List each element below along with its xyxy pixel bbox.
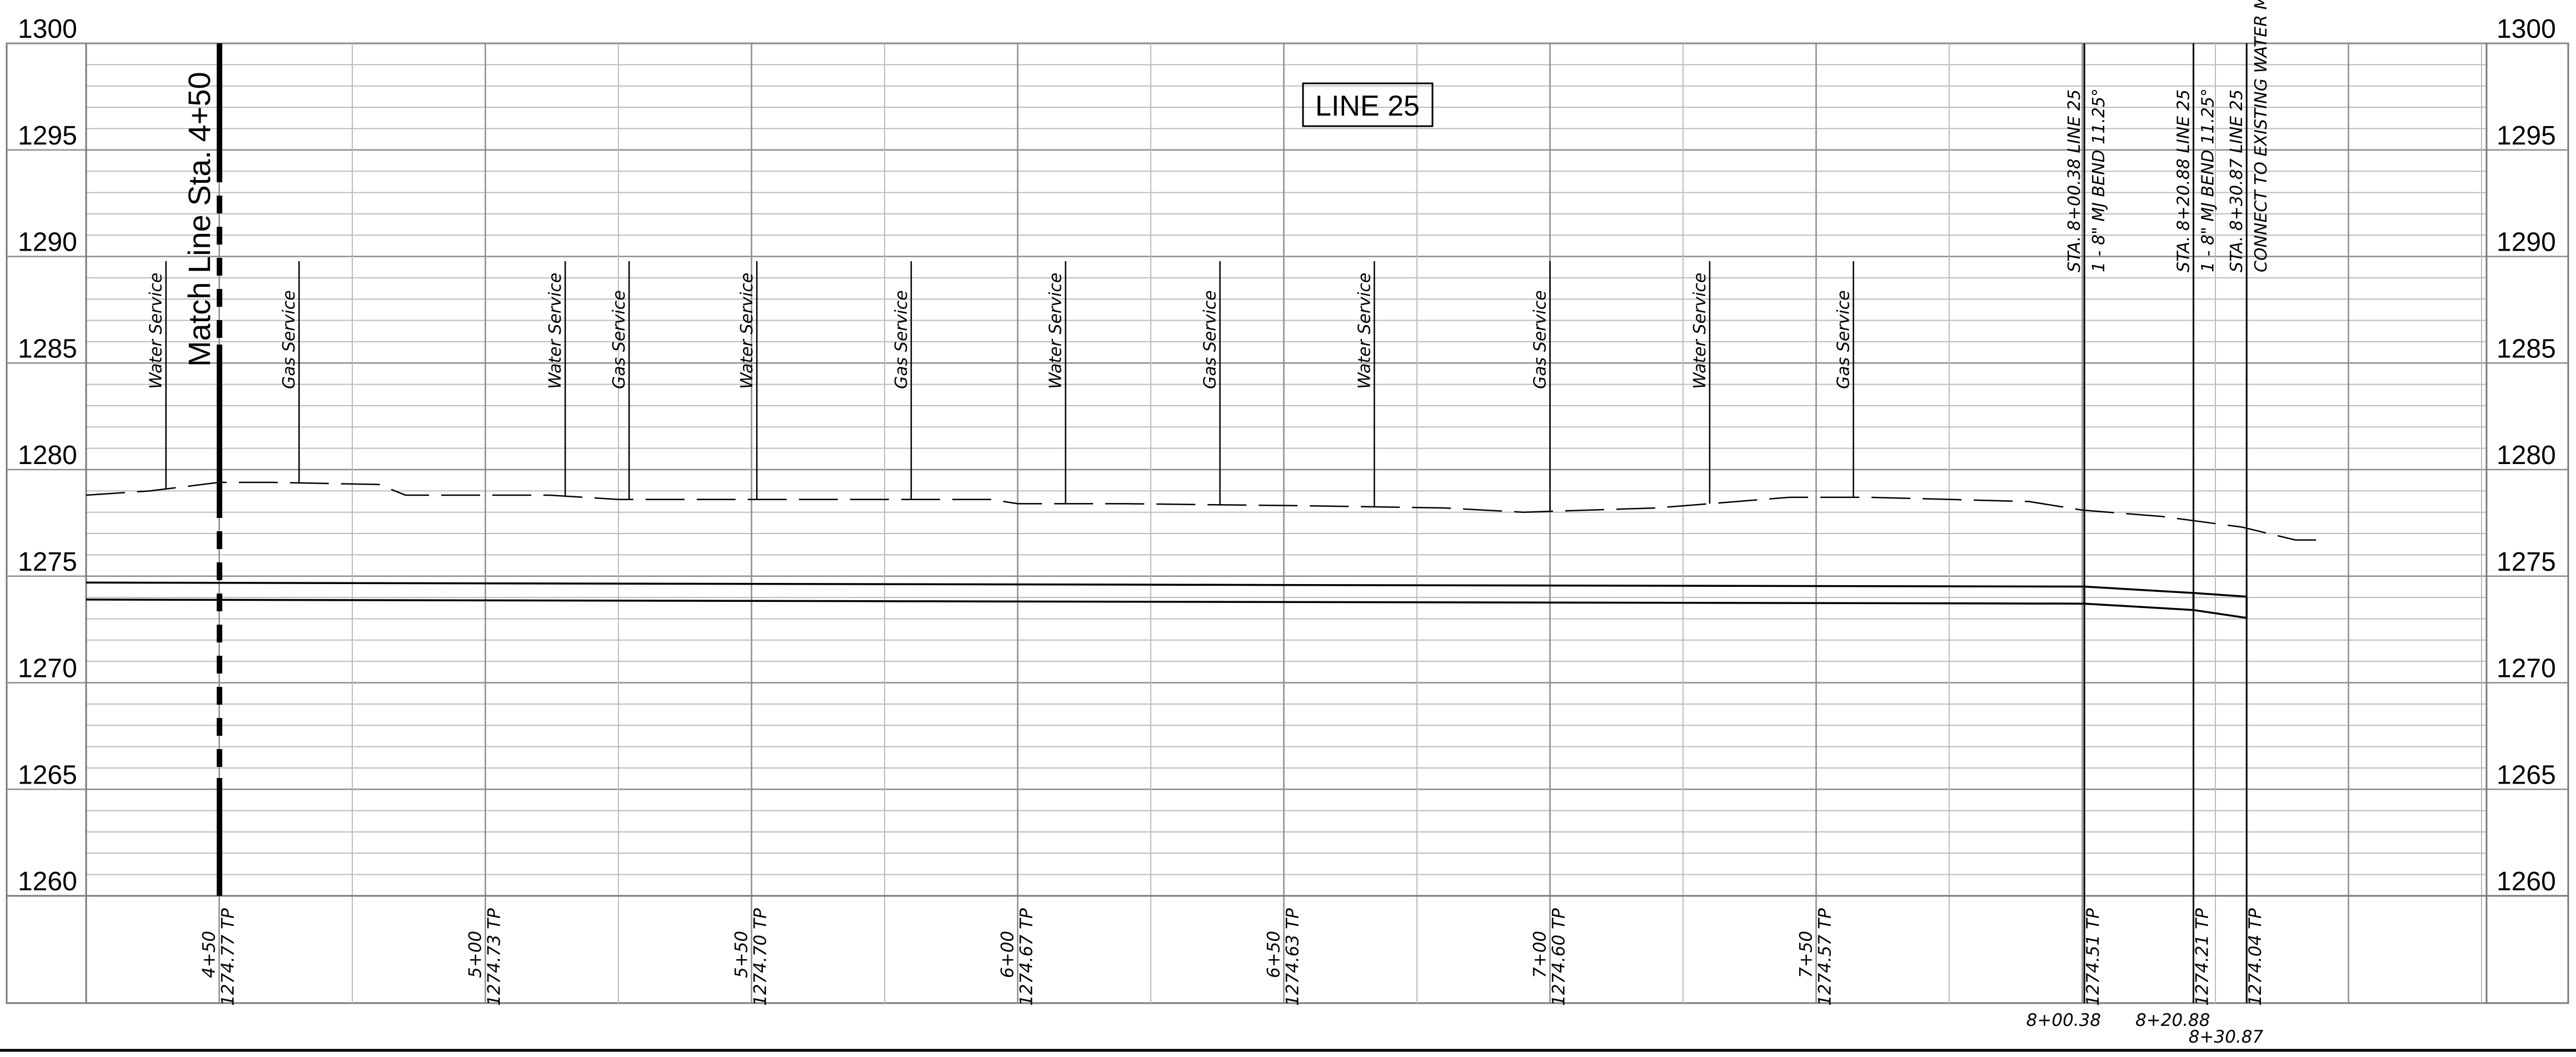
- elevation-label-left: 1270: [18, 654, 77, 684]
- station-label: 4+50: [199, 931, 219, 978]
- pipe-top-line: [86, 581, 2247, 598]
- elevation-label-right: 1300: [2497, 14, 2556, 44]
- elevation-axis-left: 1300 1295 1290 1285 1280 1275 1270 1265 1260: [18, 14, 77, 896]
- service-label: Gas Service: [279, 290, 299, 389]
- service-callouts: Water Service Gas Service Water Service Gas…: [147, 261, 1854, 512]
- station-label: 7+50: [1796, 931, 1816, 978]
- tp-elevation-label: 1274.51 TP: [2083, 908, 2103, 1006]
- elevation-label-right: 1290: [2497, 228, 2556, 257]
- elevation-label-right: 1280: [2497, 441, 2556, 470]
- service-label: Water Service: [1355, 273, 1374, 389]
- fitting-label-line1: STA. 8+00.38 LINE 25: [2065, 89, 2084, 272]
- service-label: Gas Service: [1531, 290, 1550, 389]
- service-label: Water Service: [147, 273, 166, 389]
- existing-ground-line: [86, 481, 2322, 541]
- service-label: Water Service: [737, 273, 757, 389]
- tp-elevation-label: 1274.73 TP: [485, 908, 505, 1006]
- tp-elevation-label: 1274.57 TP: [1815, 908, 1835, 1006]
- service-label: Gas Service: [1834, 290, 1854, 389]
- tp-elevation-label: 1274.04 TP: [2245, 908, 2265, 1006]
- tp-elevation-label: 1274.70 TP: [751, 908, 771, 1006]
- fitting-callouts: STA. 8+00.38 LINE 25 1 - 8" MJ BEND 11.25…: [2065, 0, 2271, 1003]
- station-label: 7+00: [1530, 931, 1550, 978]
- fitting-label-line2: CONNECT TO EXISTING WATER MAIN: [2251, 0, 2271, 272]
- fitting-station-label: 8+00.38: [2026, 1010, 2101, 1030]
- station-label: 5+00: [466, 931, 486, 978]
- service-label: Water Service: [1690, 273, 1710, 389]
- station-label: 6+00: [998, 931, 1018, 978]
- service-label: Gas Service: [892, 290, 911, 389]
- match-line-label: Match Line Sta. 4+50: [182, 72, 217, 367]
- elevation-label-left: 1275: [18, 547, 77, 577]
- fitting-label-line2: 1 - 8" MJ BEND 11.25°: [2199, 88, 2218, 272]
- fitting-label-line2: 1 - 8" MJ BEND 11.25°: [2089, 88, 2109, 272]
- tp-elevation-label: 1274.60 TP: [1549, 908, 1569, 1006]
- tp-elevation-label: 1274.77 TP: [218, 908, 238, 1006]
- elevation-label-right: 1295: [2497, 121, 2556, 151]
- service-label: Water Service: [1046, 273, 1066, 389]
- elevation-grid: [6, 42, 2569, 1004]
- tp-elevation-label: 1274.67 TP: [1017, 908, 1037, 1006]
- tp-elevation-label: 1274.63 TP: [1283, 908, 1303, 1006]
- station-label: 6+50: [1264, 931, 1284, 978]
- elevation-label-left: 1290: [18, 228, 77, 257]
- water-main-pipe: [86, 581, 2248, 619]
- service-label: Gas Service: [610, 290, 629, 389]
- elevation-label-right: 1270: [2497, 654, 2556, 684]
- title-frame: [1302, 82, 1434, 127]
- elevation-label-left: 1260: [18, 867, 77, 896]
- fitting-station-label: 8+30.87: [2189, 1027, 2264, 1047]
- match-line: Match Line Sta. 4+50: [182, 43, 222, 896]
- elevation-label-right: 1275: [2497, 547, 2556, 577]
- title-box: LINE 25: [1302, 82, 1434, 127]
- fitting-station-labels: 1274.51 TP 8+00.38 1274.21 TP 8+20.88 1274.0…: [2026, 908, 2266, 1047]
- elevation-label-left: 1295: [18, 121, 77, 151]
- service-label: Gas Service: [1201, 290, 1220, 389]
- fitting-label-line1: STA. 8+30.87 LINE 25: [2227, 89, 2246, 272]
- station-label: 5+50: [732, 931, 752, 978]
- elevation-axis-right: 1300 1295 1290 1285 1280 1275 1270 1265 1260: [2497, 14, 2556, 896]
- fitting-station-label: 8+20.88: [2135, 1010, 2210, 1030]
- tp-elevation-label: 1274.21 TP: [2193, 908, 2213, 1006]
- fitting-label-line1: STA. 8+20.88 LINE 25: [2174, 89, 2194, 272]
- elevation-label-right: 1260: [2497, 867, 2556, 896]
- pipe-bottom-line: [86, 599, 2247, 619]
- elevation-label-left: 1265: [18, 760, 77, 790]
- elevation-label-left: 1280: [18, 441, 77, 470]
- title-text: LINE 25: [1315, 90, 1420, 122]
- elevation-label-right: 1285: [2497, 334, 2556, 363]
- elevation-label-right: 1265: [2497, 760, 2556, 790]
- service-label: Water Service: [546, 273, 565, 389]
- elevation-label-left: 1285: [18, 334, 77, 363]
- ground-profile: [86, 481, 2322, 541]
- elevation-label-left: 1300: [18, 14, 77, 44]
